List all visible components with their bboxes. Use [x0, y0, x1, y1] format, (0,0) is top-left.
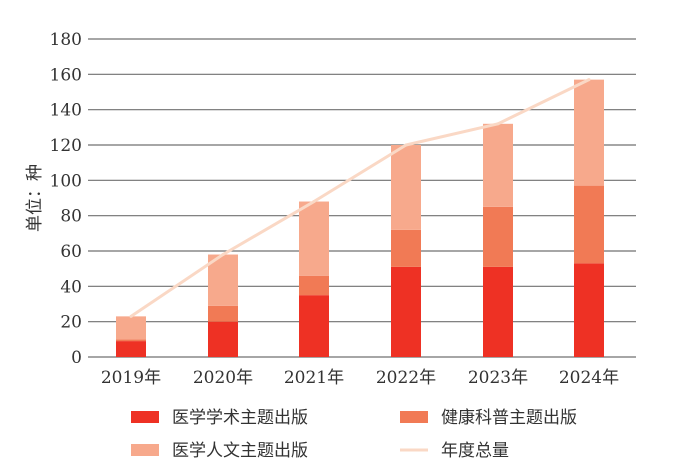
x-tick-label: 2024年 [559, 368, 619, 388]
bars [116, 79, 604, 357]
bar-segment [391, 229, 421, 267]
y-tick-label: 100 [50, 171, 82, 191]
y-tick-label: 120 [50, 136, 82, 156]
legend-label: 医学学术主题出版 [172, 408, 308, 428]
y-tick-label: 60 [60, 242, 82, 262]
y-tick-label: 80 [60, 207, 82, 227]
x-tick-label: 2023年 [468, 368, 528, 388]
y-tick-label: 140 [50, 101, 82, 121]
y-tick-label: 20 [60, 313, 82, 333]
bar-segment [116, 339, 146, 342]
total-line-point [221, 253, 225, 257]
legend-label: 年度总量 [441, 441, 509, 461]
x-tick-label: 2022年 [376, 368, 436, 388]
total-line-point [496, 122, 500, 126]
legend-swatch [131, 444, 159, 456]
bar-segment [391, 145, 421, 230]
bar-segment [483, 123, 513, 207]
bar-segment [391, 266, 421, 357]
bar-segment [208, 254, 238, 306]
bar-segment [299, 275, 329, 296]
bar-segment [483, 266, 513, 357]
total-line-point [129, 314, 133, 318]
x-tick-label: 2019年 [101, 368, 161, 388]
bar-segment [574, 79, 604, 186]
legend-swatch [400, 411, 428, 423]
legend-swatch [131, 411, 159, 423]
y-tick-label: 0 [71, 348, 82, 368]
bar-segment [208, 321, 238, 357]
total-line-point [587, 78, 591, 82]
x-tick-label: 2021年 [284, 368, 344, 388]
total-line [129, 78, 591, 318]
bar-segment [574, 185, 604, 264]
bar-segment [116, 341, 146, 357]
y-axis-ticks: 0 20 40 60 80 100 120 140 160 180 [50, 30, 82, 368]
total-line-point [404, 143, 408, 147]
bar-segment [299, 201, 329, 276]
bar-segment [299, 295, 329, 357]
bar-segment [116, 316, 146, 340]
bar-segment [483, 206, 513, 267]
total-line-point [312, 200, 316, 204]
y-tick-label: 180 [50, 30, 82, 50]
total-line-path [130, 78, 590, 318]
bar-segment [574, 263, 604, 357]
y-tick-label: 160 [50, 65, 82, 85]
y-tick-label: 40 [60, 277, 82, 297]
legend-label: 医学人文主题出版 [172, 441, 308, 461]
bar-segment [208, 305, 238, 322]
gridlines [88, 38, 636, 358]
x-tick-label: 2020年 [193, 368, 253, 388]
y-axis-label: 单位：种 [25, 164, 45, 232]
legend-label: 健康科普主题出版 [441, 408, 577, 428]
x-axis-ticks: 2019年 2020年 2021年 2022年 2023年 2024年 [101, 368, 619, 388]
